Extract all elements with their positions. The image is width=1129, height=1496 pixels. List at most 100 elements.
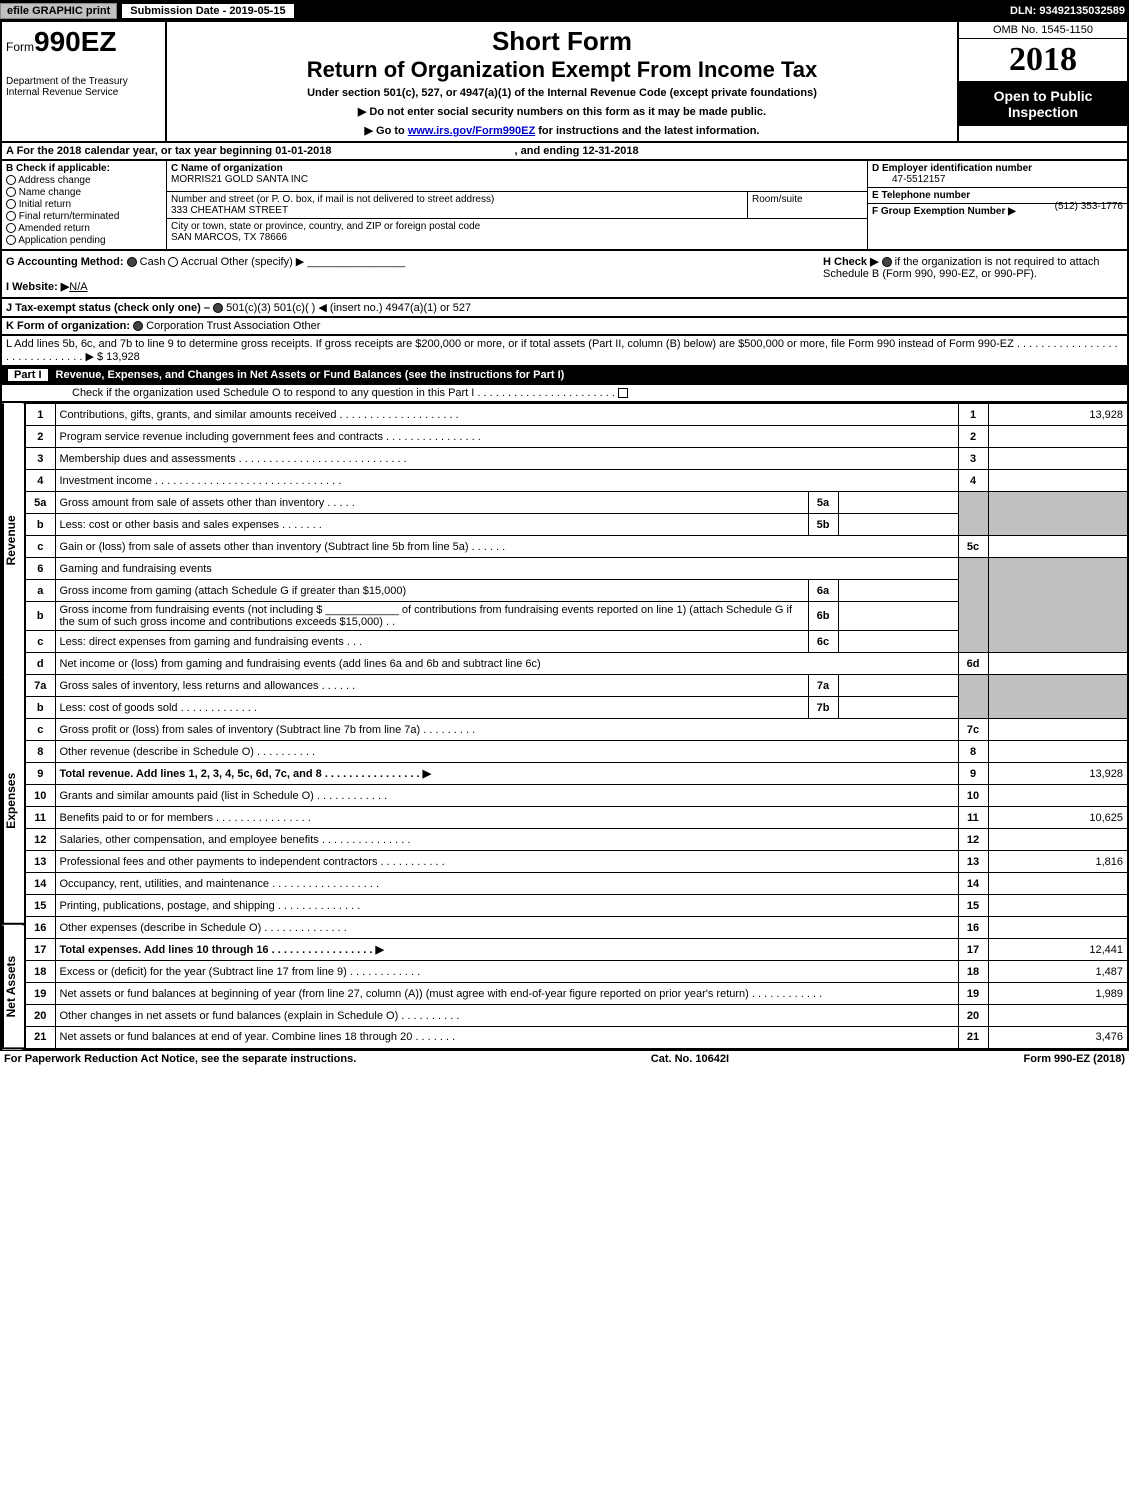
irs-link[interactable]: www.irs.gov/Form990EZ [408, 125, 535, 137]
l4-desc: Investment income . . . . . . . . . . . … [55, 470, 958, 492]
section-j: J Tax-exempt status (check only one) – 5… [0, 299, 1129, 318]
l1-amt: 13,928 [988, 404, 1128, 426]
form-990ez: 990EZ [34, 26, 117, 57]
note-goto: ▶ Go to www.irs.gov/Form990EZ for instru… [175, 124, 949, 137]
section-c: C Name of organization MORRIS21 GOLD SAN… [167, 161, 867, 249]
part-1-check-line: Check if the organization used Schedule … [0, 385, 1129, 403]
section-g: G Accounting Method: Cash Accrual Other … [6, 255, 405, 293]
line-6d: dNet income or (loss) from gaming and fu… [25, 653, 1128, 675]
line-18: 18Excess or (deficit) for the year (Subt… [25, 961, 1128, 983]
l15-num: 15 [25, 895, 55, 917]
l6b-desc: Gross income from fundraising events (no… [55, 602, 808, 631]
check-initial-return[interactable]: Initial return [6, 199, 162, 210]
l6d-desc: Net income or (loss) from gaming and fun… [55, 653, 958, 675]
l1-desc: Contributions, gifts, grants, and simila… [55, 404, 958, 426]
dln-number: DLN: 93492135032589 [1010, 5, 1129, 17]
l8-amt [988, 741, 1128, 763]
check-schedule-o-icon[interactable] [618, 388, 628, 398]
l6-grey [958, 558, 988, 653]
ein-label: D Employer identification number [872, 163, 1032, 174]
l15-box: 15 [958, 895, 988, 917]
check-application-pending[interactable]: Application pending [6, 235, 162, 246]
section-h: H Check ▶ if the organization is not req… [823, 255, 1123, 293]
check-name-change[interactable]: Name change [6, 187, 162, 198]
check-final-return[interactable]: Final return/terminated [6, 211, 162, 222]
part-1-badge: Part I [8, 369, 48, 381]
return-title: Return of Organization Exempt From Incom… [175, 57, 949, 83]
form-number: Form990EZ [6, 26, 161, 58]
l19-desc: Net assets or fund balances at beginning… [55, 983, 958, 1005]
part-1-table: 1Contributions, gifts, grants, and simil… [24, 403, 1129, 1050]
check-501c3-icon[interactable] [213, 303, 223, 313]
city-cell: City or town, state or province, country… [167, 219, 867, 249]
section-b-label: B Check if applicable: [6, 163, 110, 174]
part-1-table-wrapper: Revenue Expenses Net Assets 1Contributio… [0, 403, 1129, 1050]
l12-desc: Salaries, other compensation, and employ… [55, 829, 958, 851]
check-h-icon[interactable] [882, 257, 892, 267]
l7c-amt [988, 719, 1128, 741]
l5a-subamt [838, 492, 958, 514]
open-to-public: Open to Public Inspection [959, 82, 1127, 126]
l8-box: 8 [958, 741, 988, 763]
l3-amt [988, 448, 1128, 470]
check-accrual-icon[interactable] [168, 257, 178, 267]
line-6: 6Gaming and fundraising events [25, 558, 1128, 580]
l18-desc: Excess or (deficit) for the year (Subtra… [55, 961, 958, 983]
l5b-num: b [25, 514, 55, 536]
other-specify-label: Other (specify) ▶ [221, 256, 305, 268]
l6c-desc: Less: direct expenses from gaming and fu… [55, 631, 808, 653]
l6-desc: Gaming and fundraising events [55, 558, 958, 580]
check-amended-return[interactable]: Amended return [6, 223, 162, 234]
l7b-subamt [838, 697, 958, 719]
l6c-subamt [838, 631, 958, 653]
header-middle: Short Form Return of Organization Exempt… [167, 22, 957, 141]
department-line2: Internal Revenue Service [6, 87, 161, 98]
l7a-subamt [838, 675, 958, 697]
l6b-subamt [838, 602, 958, 631]
l9-amt: 13,928 [988, 763, 1128, 785]
website-label: I Website: ▶ [6, 281, 69, 293]
l7b-num: b [25, 697, 55, 719]
footer-right: Form 990-EZ (2018) [1024, 1053, 1125, 1065]
l11-amt: 10,625 [988, 807, 1128, 829]
check-cash-icon[interactable] [127, 257, 137, 267]
l6d-num: d [25, 653, 55, 675]
form-prefix: Form [6, 40, 34, 54]
l3-desc: Membership dues and assessments . . . . … [55, 448, 958, 470]
l5a-num: 5a [25, 492, 55, 514]
l6c-subbox: 6c [808, 631, 838, 653]
note2-pre: ▶ Go to [365, 125, 408, 137]
l12-amt [988, 829, 1128, 851]
city-label: City or town, state or province, country… [171, 221, 480, 232]
header-right: OMB No. 1545-1150 2018 Open to Public In… [957, 22, 1127, 141]
opt-address-change: Address change [18, 175, 90, 186]
l6d-box: 6d [958, 653, 988, 675]
section-a: A For the 2018 calendar year, or tax yea… [0, 143, 1129, 161]
lines-block: 1Contributions, gifts, grants, and simil… [24, 403, 1129, 1050]
l4-amt [988, 470, 1128, 492]
check-address-change[interactable]: Address change [6, 175, 162, 186]
l5a-desc: Gross amount from sale of assets other t… [55, 492, 808, 514]
opt-application-pending: Application pending [18, 235, 105, 246]
org-name: MORRIS21 GOLD SANTA INC [171, 174, 308, 185]
l13-box: 13 [958, 851, 988, 873]
section-gh: G Accounting Method: Cash Accrual Other … [0, 251, 1129, 299]
l5c-amt [988, 536, 1128, 558]
efile-print-button[interactable]: efile GRAPHIC print [0, 3, 117, 19]
l5c-num: c [25, 536, 55, 558]
l12-num: 12 [25, 829, 55, 851]
room-label: Room/suite [752, 194, 803, 205]
subtitle: Under section 501(c), 527, or 4947(a)(1)… [175, 87, 949, 99]
l21-amt: 3,476 [988, 1027, 1128, 1049]
l4-num: 4 [25, 470, 55, 492]
l6c-num: c [25, 631, 55, 653]
check-corporation-icon[interactable] [133, 321, 143, 331]
line-1: 1Contributions, gifts, grants, and simil… [25, 404, 1128, 426]
section-b: B Check if applicable: Address change Na… [2, 161, 167, 249]
l7c-num: c [25, 719, 55, 741]
side-net-assets: Net Assets [2, 925, 24, 1049]
header-left: Form990EZ Department of the Treasury Int… [2, 22, 167, 141]
line-16: 16Other expenses (describe in Schedule O… [25, 917, 1128, 939]
l8-num: 8 [25, 741, 55, 763]
line-9: 9Total revenue. Add lines 1, 2, 3, 4, 5c… [25, 763, 1128, 785]
